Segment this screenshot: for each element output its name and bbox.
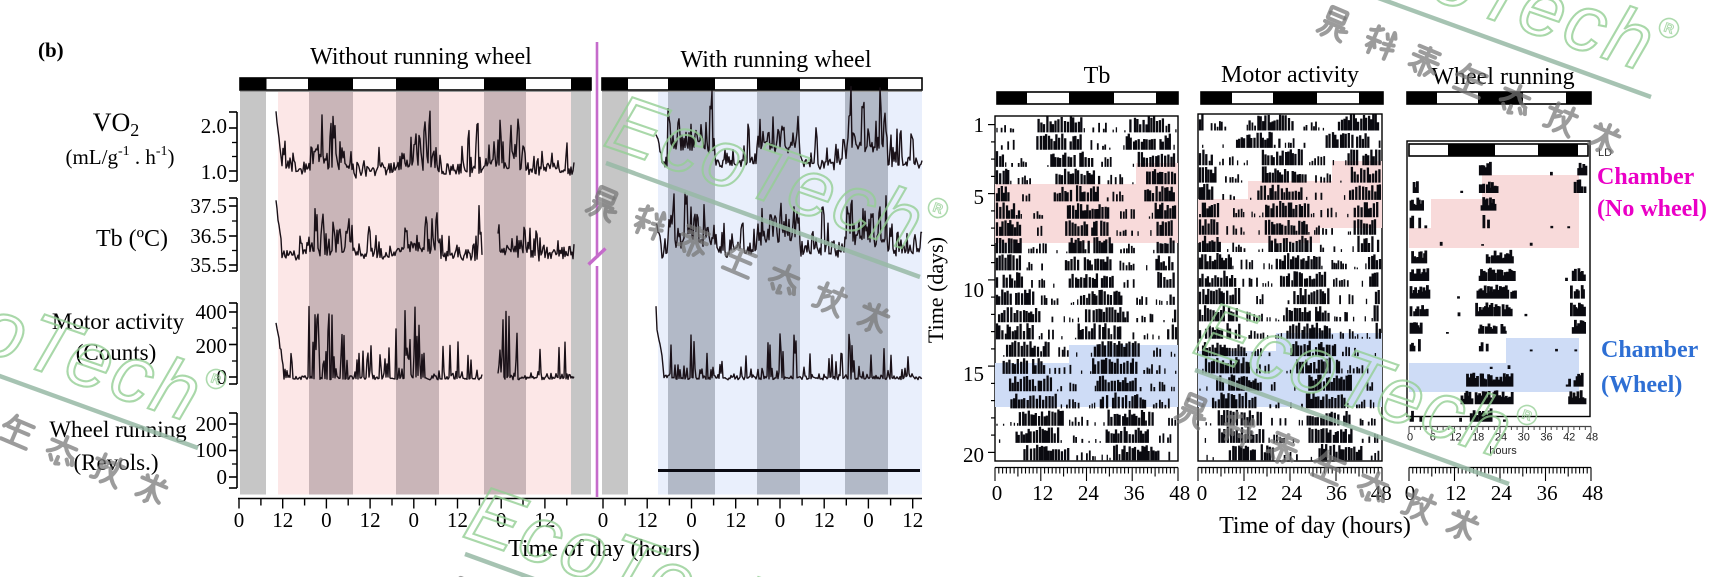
svg-text:12: 12 — [272, 508, 293, 532]
svg-text:Chamber: Chamber — [1601, 337, 1699, 363]
svg-text:Motor activity: Motor activity — [52, 309, 185, 334]
svg-text:12: 12 — [447, 508, 468, 532]
svg-text:0: 0 — [234, 508, 245, 532]
svg-text:10: 10 — [963, 278, 984, 302]
svg-text:0: 0 — [1197, 481, 1208, 505]
svg-text:36: 36 — [1124, 481, 1145, 505]
svg-text:Without running wheel: Without running wheel — [310, 44, 532, 70]
svg-text:2.0: 2.0 — [201, 114, 227, 138]
svg-text:0: 0 — [321, 508, 332, 532]
svg-text:5: 5 — [974, 185, 985, 209]
svg-text:15: 15 — [963, 362, 984, 386]
svg-text:37.5: 37.5 — [190, 194, 227, 218]
svg-text:36: 36 — [1540, 432, 1552, 444]
svg-text:48: 48 — [1169, 481, 1190, 505]
svg-text:(mL/g-1 . h-1): (mL/g-1 . h-1) — [65, 144, 174, 169]
svg-text:35.5: 35.5 — [190, 253, 227, 277]
svg-text:36: 36 — [1537, 481, 1558, 505]
svg-text:0: 0 — [1407, 432, 1413, 444]
svg-text:24: 24 — [1495, 432, 1507, 444]
svg-text:With running wheel: With running wheel — [681, 47, 872, 73]
svg-text:6: 6 — [1430, 432, 1436, 444]
svg-text:Time of day (hours): Time of day (hours) — [508, 536, 700, 562]
svg-text:12: 12 — [725, 508, 746, 532]
svg-text:1: 1 — [974, 113, 985, 137]
svg-text:18: 18 — [1472, 432, 1484, 444]
svg-text:12: 12 — [902, 508, 923, 532]
svg-text:400: 400 — [196, 300, 228, 324]
svg-text:12: 12 — [1032, 481, 1053, 505]
svg-text:Wheel running: Wheel running — [1431, 64, 1574, 90]
svg-text:200: 200 — [196, 334, 228, 358]
svg-text:Time of day (hours): Time of day (hours) — [1219, 513, 1411, 539]
svg-text:24: 24 — [1281, 481, 1303, 505]
svg-text:200: 200 — [196, 412, 228, 436]
svg-text:12: 12 — [1445, 481, 1466, 505]
svg-text:12: 12 — [534, 508, 555, 532]
svg-text:12: 12 — [360, 508, 381, 532]
svg-text:0: 0 — [409, 508, 420, 532]
svg-text:12: 12 — [1236, 481, 1257, 505]
svg-text:Tb: Tb — [1084, 63, 1111, 89]
svg-text:30: 30 — [1518, 432, 1530, 444]
svg-text:0: 0 — [863, 508, 874, 532]
svg-text:12: 12 — [814, 508, 835, 532]
svg-text:12: 12 — [1449, 432, 1461, 444]
svg-text:0: 0 — [217, 365, 228, 389]
svg-text:100: 100 — [196, 438, 228, 462]
svg-text:12: 12 — [637, 508, 658, 532]
svg-text:24: 24 — [1078, 481, 1100, 505]
svg-text:(b): (b) — [38, 38, 64, 62]
svg-text:0: 0 — [775, 508, 786, 532]
svg-text:0: 0 — [686, 508, 697, 532]
svg-text:hours: hours — [1489, 445, 1517, 457]
svg-text:0: 0 — [992, 481, 1003, 505]
svg-text:Motor activity: Motor activity — [1221, 62, 1359, 88]
svg-text:48: 48 — [1586, 432, 1598, 444]
svg-text:(Wheel): (Wheel) — [1601, 372, 1682, 398]
svg-text:(No wheel): (No wheel) — [1597, 196, 1707, 222]
svg-text:0: 0 — [598, 508, 609, 532]
svg-text:48: 48 — [1582, 481, 1603, 505]
svg-text:24: 24 — [1491, 481, 1513, 505]
svg-text:(Counts): (Counts) — [76, 340, 157, 365]
svg-text:Tb (ºC): Tb (ºC) — [96, 226, 168, 252]
svg-text:1.0: 1.0 — [201, 160, 227, 184]
svg-text:Time (days): Time (days) — [923, 237, 948, 343]
svg-text:42: 42 — [1563, 432, 1575, 444]
svg-text:20: 20 — [963, 443, 984, 467]
svg-text:36: 36 — [1326, 481, 1347, 505]
svg-text:Chamber: Chamber — [1597, 164, 1695, 190]
svg-text:0: 0 — [496, 508, 507, 532]
svg-text:0: 0 — [217, 465, 228, 489]
svg-text:36.5: 36.5 — [190, 224, 227, 248]
